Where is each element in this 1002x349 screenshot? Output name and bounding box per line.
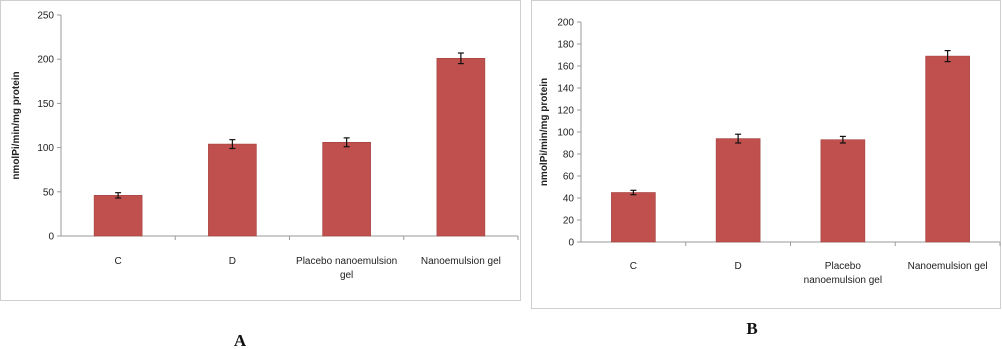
bar	[611, 192, 656, 243]
x-tick-label-line: D	[229, 256, 236, 267]
y-axis-label: nmolPi/min/mg protein	[539, 78, 550, 186]
y-tick-label: 180	[557, 40, 574, 51]
y-tick-label: 120	[557, 106, 574, 117]
y-tick-label: 100	[37, 143, 54, 154]
bar	[322, 141, 371, 237]
bar	[715, 138, 761, 243]
chart-b: 0 20 40 60 80 100 120 140 160 180 200 nmolPi/min/mg…	[539, 18, 1001, 338]
x-tick-label-line: C	[115, 256, 122, 267]
panel-label: A	[234, 331, 247, 349]
x-tick-label-line: D	[735, 261, 742, 272]
panel-label: B	[746, 319, 757, 338]
x-tick-label-line: nanoemulsion gel	[804, 275, 882, 286]
y-tick-label: 200	[557, 18, 574, 29]
y-tick-label: 20	[563, 216, 575, 227]
x-tick-label-line: Placebo	[825, 261, 862, 272]
y-tick-label: 140	[557, 84, 574, 95]
x-tick-label: D	[735, 261, 742, 272]
chart-a: 0 50 100 150 200 250 nmolPi/min/mg protein C D Pl…	[11, 11, 519, 349]
bar	[925, 55, 970, 243]
x-tick-label-line: Nanoemulsion gel	[421, 256, 501, 267]
y-tick-label: 160	[557, 62, 574, 73]
bar	[208, 143, 257, 237]
y-tick-label: 150	[37, 99, 54, 110]
y-axis-label: nmolPi/min/mg protein	[11, 71, 22, 179]
y-tick-label: 100	[557, 128, 574, 139]
y-tick-label: 250	[37, 11, 54, 22]
y-tick-label: 0	[48, 232, 54, 243]
x-tick-label-line: Nanoemulsion gel	[908, 261, 988, 272]
bar	[436, 58, 486, 237]
bar	[93, 195, 143, 237]
x-tick-label: C	[630, 261, 637, 272]
y-tick-label: 80	[563, 150, 575, 161]
x-tick-label: D	[229, 256, 236, 267]
y-tick-label: 0	[568, 238, 574, 249]
panel-b-border	[531, 0, 1001, 309]
x-tick-label: Placebo nanoemulsion gel	[804, 261, 882, 286]
y-tick-label: 60	[563, 172, 575, 183]
bar	[820, 139, 866, 243]
y-tick-label: 50	[43, 187, 55, 198]
y-tick-label: 200	[37, 55, 54, 66]
x-tick-label-line: C	[630, 261, 637, 272]
x-tick-label-line: gel	[340, 270, 353, 281]
x-tick-label: C	[115, 256, 122, 267]
panel-a-border	[0, 0, 521, 301]
x-tick-label: Placebo nanoemulsion gel	[296, 256, 397, 281]
y-tick-label: 40	[563, 194, 575, 205]
x-tick-label-line: Placebo nanoemulsion	[296, 256, 397, 267]
x-tick-label: Nanoemulsion gel	[908, 261, 988, 272]
x-tick-label: Nanoemulsion gel	[421, 256, 501, 267]
